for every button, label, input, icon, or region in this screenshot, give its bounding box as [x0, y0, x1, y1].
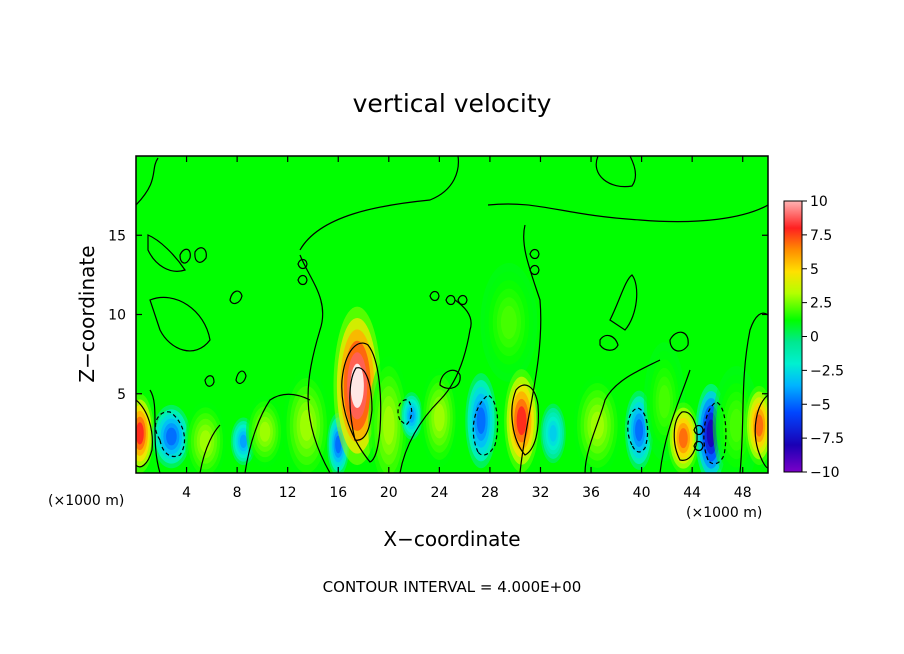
contour-line [584, 359, 661, 473]
colorbar-tick-label: −10 [810, 465, 840, 481]
updraft-cell [383, 406, 395, 445]
x-tick-label: 8 [233, 485, 242, 501]
x-tick-label: 32 [532, 485, 550, 501]
updraft-cell [729, 408, 744, 443]
contour-line [529, 248, 540, 260]
x-tick-label: 36 [582, 485, 600, 501]
updraft-cell [755, 414, 764, 437]
downdraft-cell [549, 425, 557, 442]
contour-line [487, 203, 768, 223]
colorbar-tick-label: −2.5 [810, 363, 844, 379]
contour-line [199, 424, 221, 473]
colorbar-tick-label: 2.5 [810, 296, 832, 312]
contour-line [595, 156, 637, 188]
colorbar-tick-label: −5 [810, 397, 831, 413]
contour-line [155, 411, 185, 458]
plot-area [135, 155, 769, 474]
y-tick-label: 5 [117, 387, 126, 403]
contour-line [341, 342, 382, 463]
downdraft-cell [335, 435, 342, 454]
contour-line [529, 264, 540, 276]
contour-line [669, 331, 689, 352]
x-tick-label: 12 [279, 485, 297, 501]
y-axis: 5 10 15 [108, 228, 768, 403]
colorbar-ticks: 10 7.5 5 2.5 0 −2.5 −5 −7.5 −10 [802, 194, 844, 481]
x-tick-label: 4 [182, 485, 191, 501]
contour-line [693, 440, 704, 452]
updraft-cell [516, 406, 527, 436]
contour-line [445, 294, 456, 306]
contour-line [194, 247, 207, 263]
contour-line [147, 234, 186, 272]
contour-line [754, 394, 768, 469]
updraft-cell [350, 363, 364, 409]
x-tick-label: 16 [329, 485, 347, 501]
contour-line [609, 274, 638, 331]
contour-line [204, 375, 215, 387]
x-axis-label: X−coordinate [383, 527, 520, 551]
contour-line [659, 369, 691, 473]
updraft-cell [500, 305, 517, 340]
contour-line [244, 393, 311, 473]
updraft-cell [136, 422, 144, 445]
contour-line [439, 369, 461, 389]
contour-line [179, 248, 191, 264]
y-tick-label: 15 [108, 228, 126, 244]
x-unit-right: (×1000 m) [686, 505, 762, 521]
colorbar-tick-label: −7.5 [810, 431, 844, 447]
contour-line [673, 411, 698, 461]
downdraft-cell [635, 419, 644, 442]
x-tick-label: 28 [481, 485, 499, 501]
updraft-cell [434, 403, 445, 432]
contour-lines [136, 156, 768, 473]
colorbar-tick-label: 7.5 [810, 228, 832, 244]
contour-line [149, 296, 211, 352]
contour-line [472, 394, 499, 456]
x-tick-label: 20 [380, 485, 398, 501]
contour-line [703, 401, 727, 465]
contour-line [511, 384, 540, 456]
x-tick-label: 24 [430, 485, 448, 501]
contour-line [399, 299, 472, 473]
contour-line [297, 258, 308, 270]
contour-line [457, 294, 468, 306]
x-unit-left: (×1000 m) [48, 493, 124, 509]
contour-line [136, 399, 153, 468]
contour-line [235, 370, 247, 385]
x-tick-label: 48 [734, 485, 752, 501]
colorbar: 10 7.5 5 2.5 0 −2.5 −5 −7.5 −10 [783, 194, 844, 481]
colorbar-tick-label: 0 [810, 330, 819, 346]
downdraft-cell [476, 407, 486, 435]
contour-line [599, 334, 619, 351]
contour-interval-note: CONTOUR INTERVAL = 4.000E+00 [323, 578, 582, 596]
contour-line [349, 367, 373, 441]
colorbar-gradient [783, 200, 803, 473]
contour-line [136, 157, 159, 206]
contour-line [627, 407, 649, 453]
updraft-cell [678, 428, 688, 449]
updraft-cell [259, 421, 271, 442]
contour-line [299, 254, 331, 473]
downdraft-cell [166, 427, 177, 446]
contour-line [693, 424, 704, 436]
colorbar-tick-label: 10 [810, 194, 828, 210]
downdraft-cell [239, 434, 247, 448]
contour-line [739, 312, 768, 473]
contour-line [429, 290, 440, 302]
y-axis-label: Z−coordinate [75, 245, 99, 382]
contour-line [229, 290, 243, 305]
x-tick-label: 44 [683, 485, 701, 501]
updraft-cell [199, 430, 212, 453]
contour-line [297, 274, 308, 286]
contour-line [397, 399, 413, 426]
colorbar-tick-label: 5 [810, 262, 819, 278]
x-axis: 4 8 12 16 20 24 28 32 36 40 44 48 [182, 156, 752, 501]
contour-line [299, 156, 459, 251]
contour-line [519, 224, 542, 473]
x-tick-label: 40 [633, 485, 651, 501]
y-tick-label: 10 [108, 308, 126, 324]
chart-title: vertical velocity [353, 89, 552, 118]
updraft-cell [658, 385, 671, 419]
